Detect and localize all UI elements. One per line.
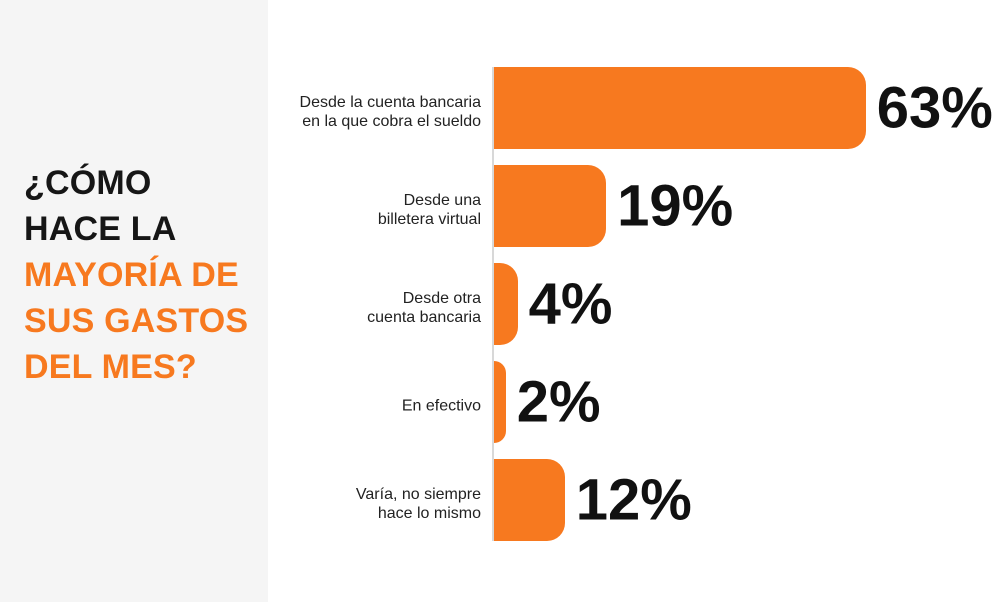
bar bbox=[494, 361, 506, 443]
bar bbox=[494, 459, 565, 541]
value-label: 2% bbox=[516, 369, 601, 435]
value-label: 63% bbox=[876, 75, 993, 141]
category-label: Desde otra cuenta bancaria bbox=[250, 289, 481, 327]
category-label: Desde la cuenta bancaria en la que cobra … bbox=[250, 93, 481, 131]
bar bbox=[494, 67, 866, 149]
category-label-line: en la que cobra el sueldo bbox=[302, 113, 481, 130]
value-label: 19% bbox=[617, 173, 734, 239]
category-label-line: billetera virtual bbox=[377, 211, 481, 228]
bar-row: Desde otra cuenta bancaria 4% bbox=[0, 263, 1000, 345]
value-label: 12% bbox=[575, 467, 692, 533]
category-label-line: Desde la cuenta bancaria bbox=[299, 94, 481, 111]
category-label: Varía, no siempre hace lo mismo bbox=[250, 485, 481, 523]
category-label: Desde una billetera virtual bbox=[250, 191, 481, 229]
bar-row: En efectivo 2% bbox=[0, 361, 1000, 443]
category-label-line: En efectivo bbox=[401, 397, 481, 415]
bar-row: Desde la cuenta bancaria en la que cobra … bbox=[0, 67, 1000, 149]
axis-baseline bbox=[492, 67, 494, 541]
title-line: HACE LA bbox=[24, 210, 177, 248]
bar-row: Desde una billetera virtual 19% bbox=[0, 165, 1000, 247]
title-line: SUS GASTOS bbox=[24, 302, 249, 340]
bar bbox=[494, 263, 518, 345]
bar bbox=[494, 165, 607, 247]
chart-title: ¿CÓMO HACE LA MAYORÍA DE SUS GASTOS DEL MES? bbox=[24, 160, 248, 390]
category-label: En efectivo bbox=[250, 397, 481, 416]
category-label-line: Desde otra bbox=[402, 290, 481, 307]
title-line: ¿CÓMO bbox=[24, 164, 152, 202]
category-label-line: Varía, no siempre bbox=[355, 486, 481, 503]
value-label: 4% bbox=[528, 271, 613, 337]
category-label-line: Desde una bbox=[403, 192, 481, 209]
title-line: DEL MES? bbox=[24, 348, 197, 386]
bar-row: Varía, no siempre hace lo mismo 12% bbox=[0, 459, 1000, 541]
left-panel: ¿CÓMO HACE LA MAYORÍA DE SUS GASTOS DEL MES? bbox=[0, 0, 268, 602]
title-line: MAYORÍA DE bbox=[24, 256, 239, 294]
category-label-line: hace lo mismo bbox=[377, 505, 481, 522]
category-label-line: cuenta bancaria bbox=[367, 309, 481, 326]
